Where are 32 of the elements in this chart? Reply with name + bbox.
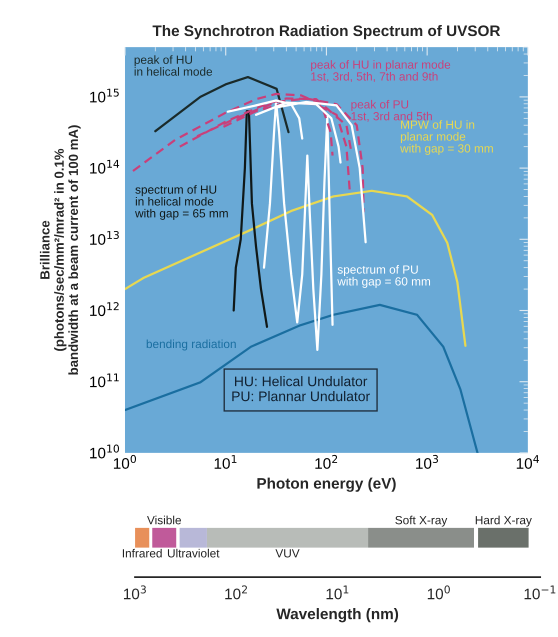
x-axis-title: Wavelength (nm)	[276, 608, 398, 622]
y-axis-title: Brilliance (photons/sec/mm²/mrad² in 0.1% bandwidth at a beam current of 100 mA)	[40, 125, 81, 375]
series-label: spectrum of HU in helical mode with gap = 65 mm	[135, 185, 228, 220]
x-tick-label: 10$^{1}$	[214, 455, 236, 469]
annotation: HU: Helical Undulator PU: Plannar Undulator	[232, 376, 370, 402]
x-tick-label: 10$^{2}$	[315, 454, 338, 469]
x-tick-label: 10$^{4}$	[516, 455, 539, 469]
text: MPW of HU in planar mode with gap = 30 mm	[400, 120, 493, 155]
x-tick-label: 10$^{−1}$	[524, 586, 556, 600]
y-tick-label: 10$^{15}$	[90, 88, 119, 102]
series-label: Infrared	[122, 548, 162, 558]
series-label: Visible	[147, 516, 182, 524]
x-tick-label: 10$^{2}$	[225, 585, 247, 600]
series-label: peak of HU in planar mode 1st, 3rd, 5th, 7th and 9th	[311, 60, 450, 82]
y-tick-label: 10$^{12}$	[90, 302, 119, 316]
x-tick-label: 10$^{3}$	[416, 454, 438, 469]
series-label: peak of PU 1st, 3rd and 5th	[351, 100, 432, 122]
x-tick-label: 10$^{1}$	[326, 586, 348, 600]
series-label: Ultraviolet	[168, 548, 220, 558]
x-tick-label: 10$^{0}$	[428, 585, 450, 600]
x-axis-title: Photon energy (eV)	[257, 478, 396, 492]
series-label: VUV	[275, 549, 300, 558]
series-label: spectrum of PU with gap = 60 mm	[337, 265, 430, 288]
x-tick-label: 10$^{3}$	[124, 585, 146, 600]
y-tick-label: 10$^{13}$	[90, 230, 119, 245]
y-tick-label: 10$^{14}$	[90, 160, 120, 174]
series-label: Hard X-ray	[476, 516, 532, 527]
y-tick-label: 10$^{11}$	[90, 373, 119, 388]
series-label: bending radiation	[146, 339, 236, 350]
series-label: peak of HU in helical mode	[134, 55, 212, 76]
chart-title: The Synchrotron Radiation Spectrum of UVSOR	[152, 24, 500, 40]
series-label: Soft X-ray	[395, 516, 448, 527]
